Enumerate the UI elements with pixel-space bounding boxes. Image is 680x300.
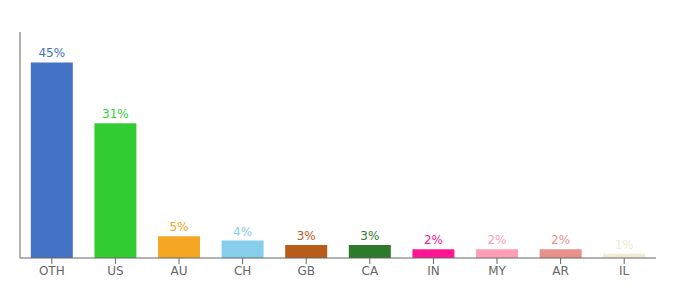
svg-text:3%: 3% [360, 229, 379, 243]
svg-text:2%: 2% [424, 233, 443, 247]
svg-text:3%: 3% [297, 229, 316, 243]
svg-text:CH: CH [234, 264, 251, 278]
svg-text:1%: 1% [615, 238, 634, 252]
svg-text:2%: 2% [487, 233, 506, 247]
svg-text:GB: GB [297, 264, 315, 278]
svg-text:31%: 31% [102, 107, 129, 121]
svg-text:2%: 2% [551, 233, 570, 247]
svg-text:MY: MY [488, 264, 506, 278]
svg-text:IN: IN [427, 264, 440, 278]
svg-text:OTH: OTH [39, 264, 65, 278]
svg-text:AR: AR [552, 264, 569, 278]
svg-text:5%: 5% [169, 220, 188, 234]
svg-text:US: US [107, 264, 123, 278]
svg-text:45%: 45% [38, 46, 65, 60]
svg-text:CA: CA [362, 264, 379, 278]
svg-text:IL: IL [619, 264, 630, 278]
svg-text:4%: 4% [233, 225, 252, 239]
svg-text:AU: AU [171, 264, 188, 278]
